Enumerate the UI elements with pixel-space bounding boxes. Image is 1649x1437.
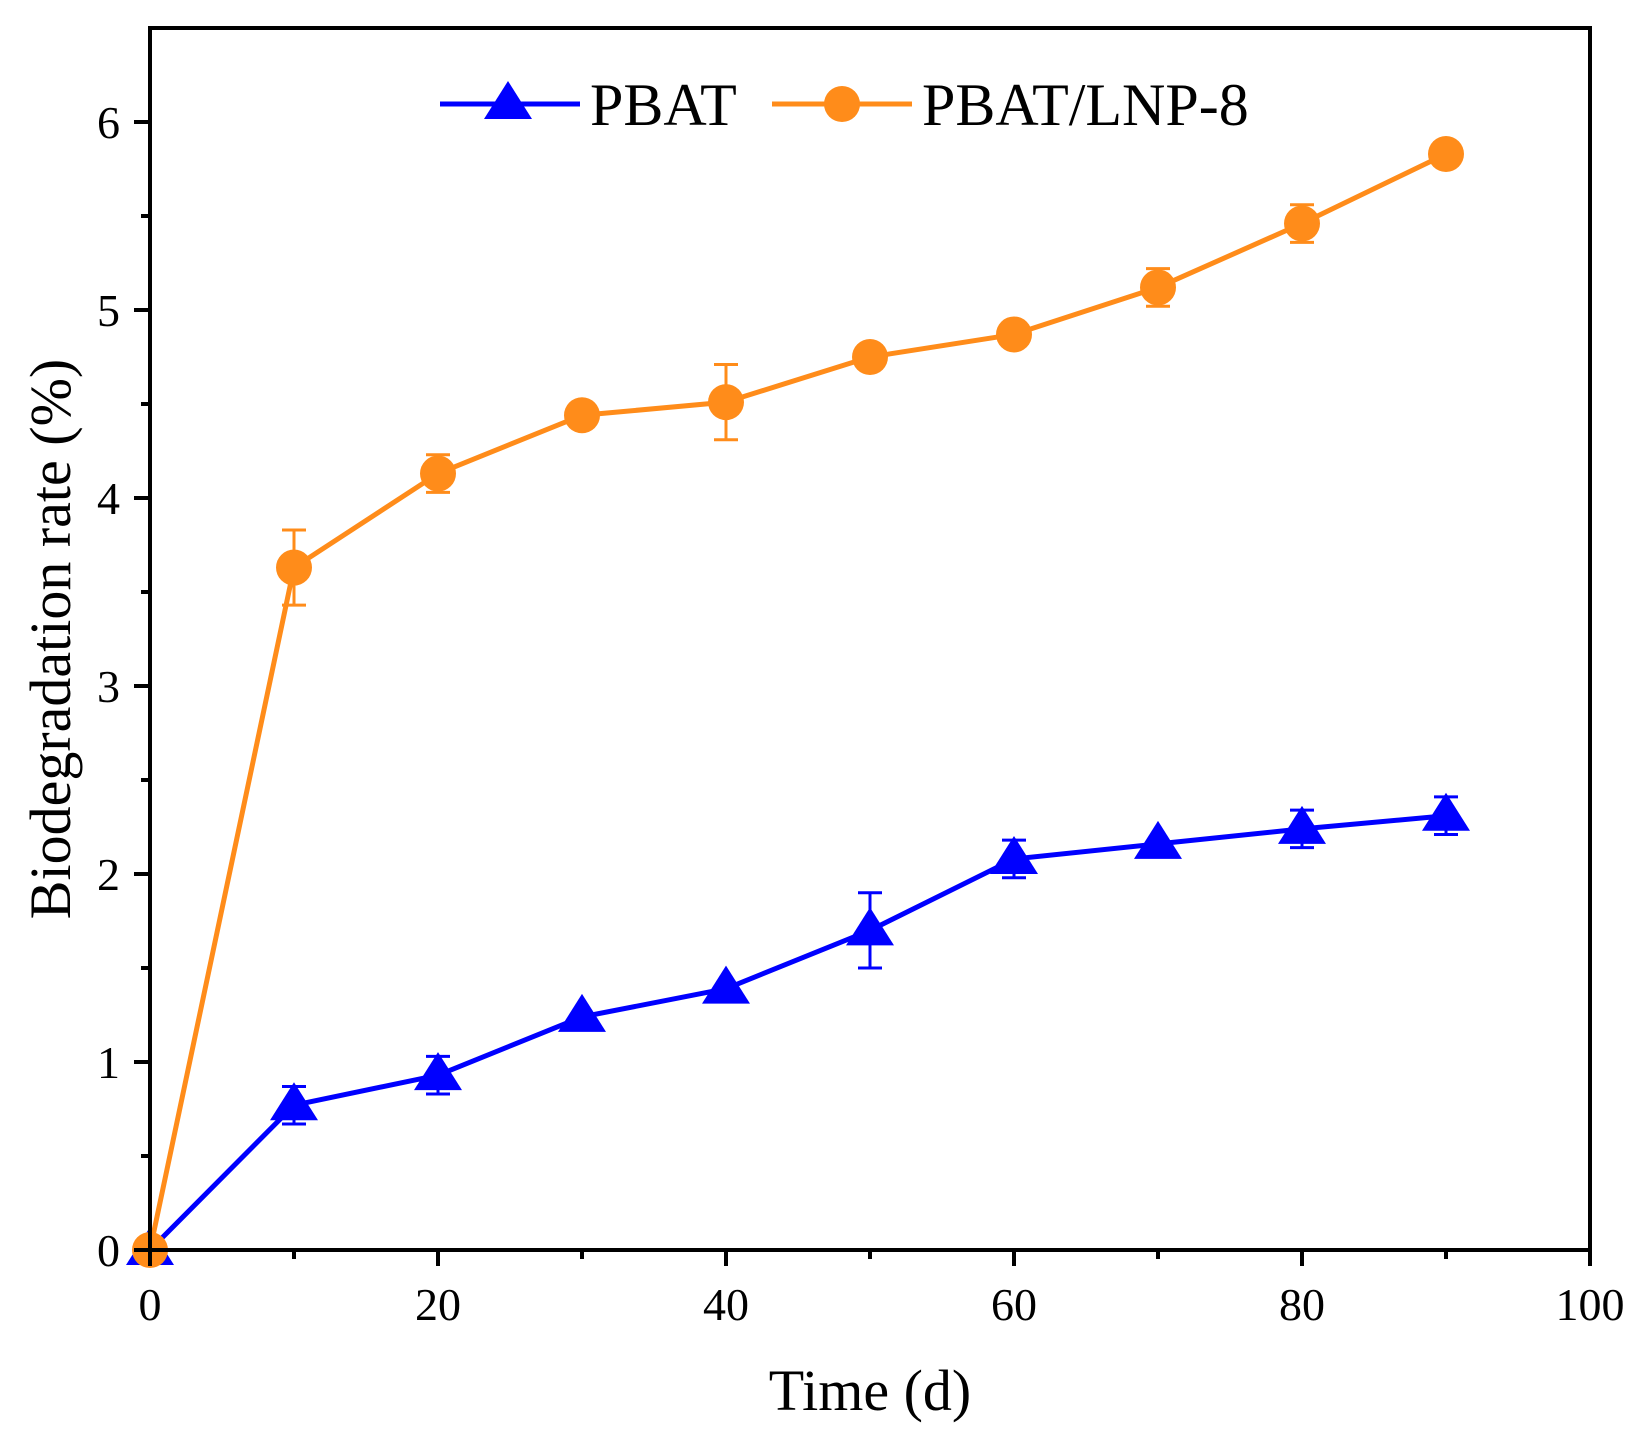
legend-label: PBAT/LNP-8: [922, 72, 1249, 138]
series-line: [148, 813, 1447, 1252]
y-tick-label: 4: [97, 473, 120, 524]
legend: PBAT PBAT/LNP-8: [440, 72, 1249, 138]
data-point: [270, 1082, 318, 1121]
x-tick-label: 0: [139, 1279, 162, 1330]
legend-marker: [824, 86, 860, 122]
y-tick-label: 0: [97, 1225, 120, 1276]
data-point: [702, 965, 750, 1004]
x-axis-title: Time (d): [769, 1358, 972, 1423]
y-axis-title: Biodegradation rate (%): [18, 359, 83, 919]
x-tick-label: 80: [1279, 1279, 1325, 1330]
data-point: [558, 993, 606, 1032]
data-point: [1428, 135, 1464, 172]
data-point: [1278, 805, 1326, 844]
legend-item-pbat: PBAT: [440, 72, 737, 138]
data-point: [1134, 820, 1182, 859]
y-tick-label: 2: [97, 849, 120, 900]
legend-label: PBAT: [590, 72, 737, 138]
data-point: [990, 835, 1038, 874]
legend-item-pbat-lnp-8: PBAT/LNP-8: [772, 72, 1249, 138]
y-tick-label: 5: [97, 285, 120, 336]
x-tick-label: 60: [991, 1279, 1037, 1330]
y-tick-label: 1: [97, 1037, 120, 1088]
legend-marker: [484, 81, 532, 119]
data-point: [420, 455, 456, 492]
data-layer: [126, 135, 1470, 1268]
y-tick-label: 3: [97, 661, 120, 712]
data-point: [846, 907, 894, 946]
data-point: [1140, 269, 1176, 306]
series-line: [147, 151, 1448, 1251]
data-point: [708, 384, 744, 421]
y-tick-label: 6: [97, 97, 120, 148]
series-pbat: [126, 792, 1470, 1265]
x-tick-label: 20: [415, 1279, 461, 1330]
series-pbat-lnp-8: [132, 135, 1464, 1268]
x-tick-label: 100: [1556, 1279, 1625, 1330]
data-point: [564, 397, 600, 434]
data-point: [996, 316, 1032, 353]
data-point: [1284, 205, 1320, 242]
data-point: [1422, 792, 1470, 831]
axes-layer: 0 20 40 60 80 100 0 1 2 3 4 5 6 Time (d) Biodegradatio…: [18, 26, 1625, 1423]
x-tick-label: 40: [703, 1279, 749, 1330]
data-point: [852, 339, 888, 375]
data-point: [276, 549, 312, 586]
data-point: [414, 1052, 462, 1091]
